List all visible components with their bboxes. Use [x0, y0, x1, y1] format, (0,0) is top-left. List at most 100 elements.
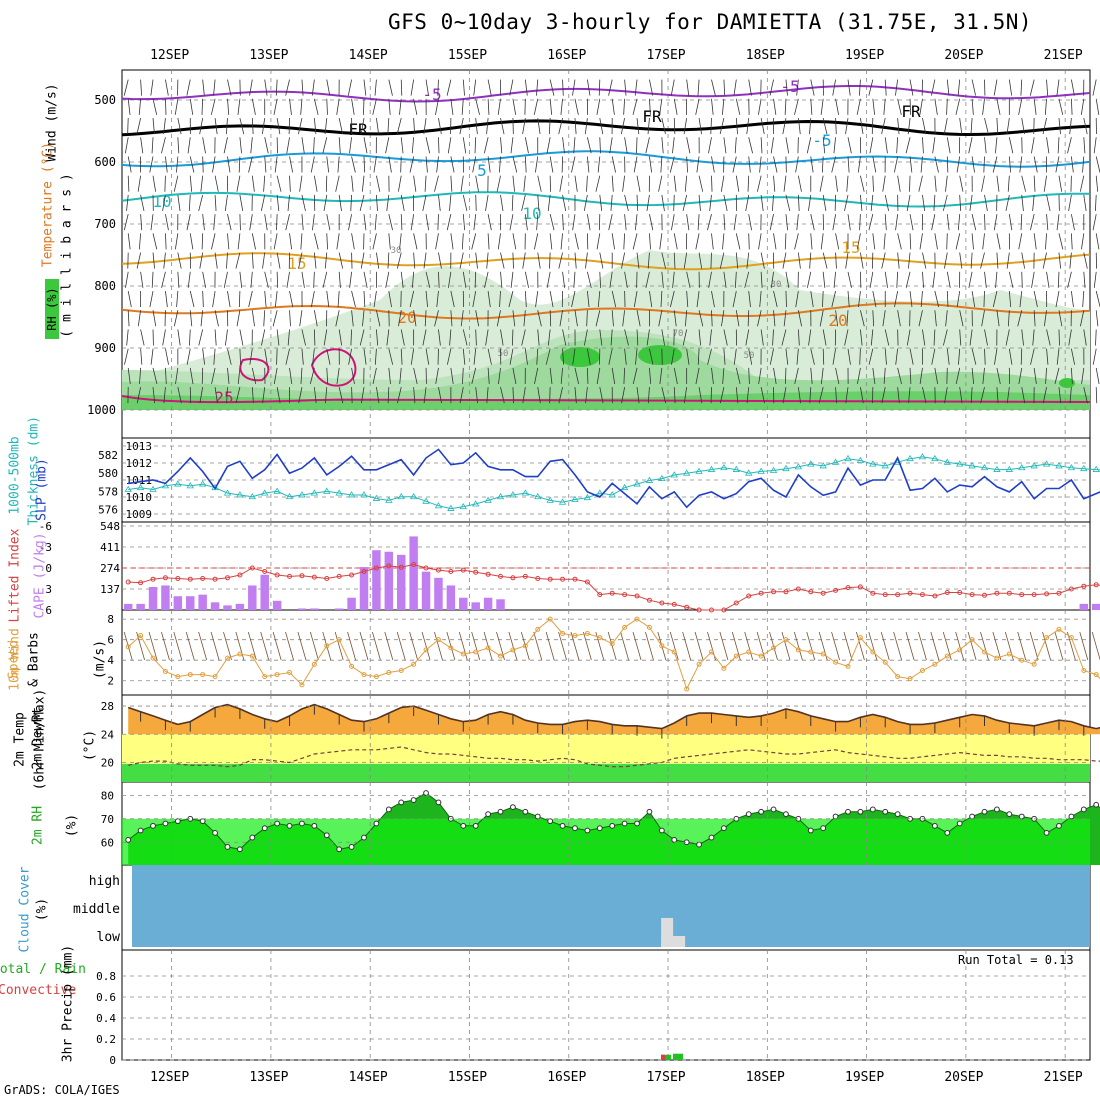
wind10m-barb — [471, 631, 481, 661]
wind-barb — [388, 290, 392, 308]
wind-barb — [784, 367, 787, 384]
wind-barb — [810, 290, 814, 308]
wind-barb — [562, 329, 567, 346]
top-date-tick: 14SEP — [349, 48, 388, 63]
wind-barb — [374, 214, 377, 231]
wind-barb — [484, 271, 489, 288]
wind-barb — [223, 137, 228, 154]
wind-barb — [472, 290, 477, 308]
wind-barb — [413, 387, 416, 404]
wind10m-marker — [1019, 657, 1025, 663]
wind-barb — [1080, 98, 1085, 115]
wind-barb — [359, 329, 365, 346]
wind-barb — [971, 348, 977, 365]
wind-barb — [634, 214, 638, 231]
wind10m-barb — [272, 631, 282, 661]
contour-label: -5 — [780, 77, 799, 96]
li-marker — [1044, 591, 1050, 597]
wind-barb — [697, 348, 700, 365]
rh2m-marker — [869, 806, 876, 813]
wind10-label-2: Speed — [6, 639, 22, 680]
li-tick: 0 — [45, 562, 52, 575]
wind10m-marker — [1031, 661, 1037, 667]
cape-bar — [260, 574, 269, 610]
wind-barb — [860, 175, 865, 192]
wind-barb — [239, 271, 243, 288]
upper-label-mb: ( m i l l i b a r s ) — [59, 173, 75, 338]
wind-barb — [411, 137, 415, 154]
wind-barb — [285, 348, 290, 365]
cape-bar — [173, 596, 183, 610]
cape-bar — [310, 608, 319, 610]
wind-barb — [647, 387, 650, 404]
wind-barb — [372, 233, 377, 250]
wind-barb — [436, 290, 439, 308]
wind-barb — [512, 175, 515, 192]
wind-barb — [351, 387, 353, 404]
wind-barb — [909, 79, 914, 96]
wind-barb — [227, 214, 232, 231]
wind10m-marker — [684, 686, 690, 692]
wind-barb — [423, 387, 427, 404]
wind-barb — [759, 156, 762, 173]
wind-barb — [959, 387, 963, 404]
wind-barb — [461, 233, 464, 250]
wind-barb — [425, 348, 430, 365]
wind-barb — [882, 310, 886, 327]
wind-barb — [487, 233, 490, 250]
thickness-marker — [347, 491, 356, 498]
wind-barb — [499, 290, 501, 308]
wind10m-barb — [905, 631, 915, 661]
wind-barb — [748, 156, 751, 173]
wind-barb — [624, 194, 629, 212]
thickness-marker — [931, 454, 939, 462]
cape-bar — [198, 594, 207, 610]
wind-barb — [895, 79, 899, 96]
wind-barb — [536, 79, 539, 96]
wind-barb — [980, 387, 985, 404]
wind-barb — [1008, 271, 1014, 288]
li-marker — [857, 584, 863, 590]
contour-label: 10 — [152, 192, 171, 211]
rh2m-marker — [658, 827, 665, 834]
temp-tick: 24 — [101, 728, 115, 741]
wind10m-barb — [409, 631, 419, 661]
wind-barb — [872, 156, 877, 173]
wind-barb — [772, 329, 774, 346]
wind-barb — [695, 367, 700, 384]
wind-barb — [909, 233, 912, 250]
li-marker — [237, 572, 243, 578]
wind-barb — [388, 79, 393, 96]
wind-barb — [859, 79, 861, 96]
wind-barb — [372, 98, 377, 115]
wind-barb — [860, 329, 863, 346]
wind10m-barb — [930, 631, 940, 661]
wind-barb — [711, 233, 714, 250]
li-marker — [870, 590, 876, 596]
wind-barb — [475, 117, 478, 135]
wind-barb — [1058, 329, 1060, 346]
li-marker — [746, 593, 752, 599]
cape-tick: 137 — [100, 583, 120, 596]
wind-barb — [646, 194, 650, 211]
wind-barb — [400, 271, 404, 288]
wind10m-barb — [260, 631, 270, 661]
li-marker — [1019, 592, 1025, 598]
bottom-date-tick: 15SEP — [448, 1070, 487, 1085]
wind-barb — [884, 329, 890, 346]
wind-barb — [313, 329, 316, 346]
wind-barb — [500, 329, 504, 346]
wind-barb — [537, 117, 541, 135]
wind-barb — [249, 214, 253, 231]
wind-barb — [186, 214, 191, 231]
pressure-tick: 800 — [94, 279, 116, 293]
wind10m-barb — [1017, 631, 1027, 661]
wind-barb — [711, 367, 714, 384]
wind-barb — [931, 79, 936, 96]
thickness-tick: 578 — [98, 485, 118, 498]
wind-barb — [500, 194, 504, 211]
wind-barb — [1033, 233, 1037, 250]
li-marker — [349, 572, 355, 578]
wind10m-barb — [992, 631, 1002, 661]
wind-barb — [720, 175, 725, 192]
